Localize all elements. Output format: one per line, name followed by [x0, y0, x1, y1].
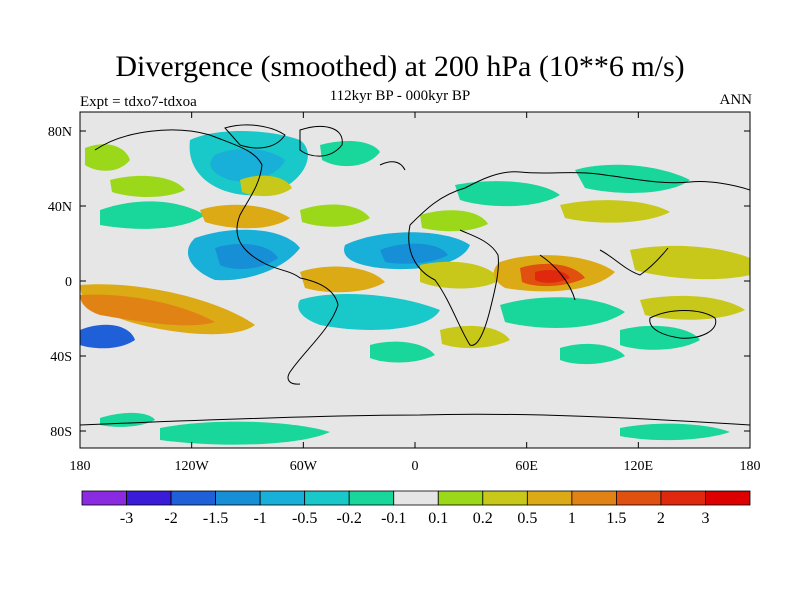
- y-tick-label: 80N: [48, 125, 72, 140]
- x-tick-label: 60E: [515, 459, 538, 474]
- experiment-label: Expt = tdxo7-tdxoa: [80, 94, 197, 110]
- x-tick-label: 180: [740, 459, 761, 474]
- y-tick-label: 80S: [50, 425, 72, 440]
- colorbar-swatch: [616, 490, 662, 506]
- colorbar-swatch: [304, 490, 350, 506]
- y-tick-label: 0: [65, 275, 72, 290]
- y-tick-label: 40N: [48, 200, 72, 215]
- colorbar-label: 0.5: [517, 510, 537, 527]
- divergence-fields: [80, 131, 750, 445]
- colorbar-label: 3: [701, 510, 709, 527]
- colorbar-label: 0.2: [473, 510, 493, 527]
- season-label: ANN: [719, 92, 753, 108]
- x-tick-label: 120W: [175, 459, 210, 474]
- colorbar-label: -0.1: [381, 510, 406, 527]
- colorbar-label: -3: [120, 510, 133, 527]
- x-tick-label: 60W: [290, 459, 318, 474]
- colorbar-swatch: [170, 490, 216, 506]
- colorbar-swatch: [81, 490, 127, 506]
- y-axis: 80N 40N 0 40S 80S: [48, 125, 750, 440]
- x-tick-label: 180: [70, 459, 91, 474]
- colorbar-label: 2: [657, 510, 665, 527]
- colorbar-swatch: [348, 490, 395, 506]
- coastlines: [80, 124, 750, 426]
- colorbar-label: 1: [568, 510, 576, 527]
- colorbar-label: -2: [164, 510, 177, 527]
- map-subtitle: 112kyr BP - 000kyr BP: [329, 88, 471, 104]
- colorbar-swatch: [705, 490, 751, 506]
- colorbar-label: -1.5: [203, 510, 228, 527]
- map-title: Divergence (smoothed) at 200 hPa (10**6 …: [115, 50, 685, 83]
- colorbar-swatch: [571, 490, 617, 506]
- colorbar-swatch: [526, 490, 573, 506]
- colorbar-label: -1: [253, 510, 266, 527]
- colorbar-swatch: [259, 490, 306, 506]
- colorbar: -3 -2 -1.5 -1 -0.5 -0.2 -0.1 0.1 0.2 0.5 1 1.5 2 3: [81, 490, 751, 527]
- colorbar-swatch: [393, 490, 439, 506]
- x-axis: 180 120W 60W 0 60E 120E 180: [70, 112, 761, 474]
- colorbar-label: 1.5: [606, 510, 626, 527]
- y-tick-label: 40S: [50, 350, 72, 365]
- colorbar-swatch: [215, 490, 261, 506]
- colorbar-label: -0.2: [337, 510, 362, 527]
- colorbar-swatch: [126, 490, 172, 506]
- x-tick-label: 120E: [624, 459, 654, 474]
- colorbar-swatch: [482, 490, 528, 506]
- colorbar-swatch: [437, 490, 484, 506]
- map-background: [80, 112, 750, 448]
- colorbar-label: -0.5: [292, 510, 317, 527]
- colorbar-swatch: [660, 490, 706, 506]
- x-tick-label: 0: [412, 459, 419, 474]
- colorbar-label: 0.1: [428, 510, 448, 527]
